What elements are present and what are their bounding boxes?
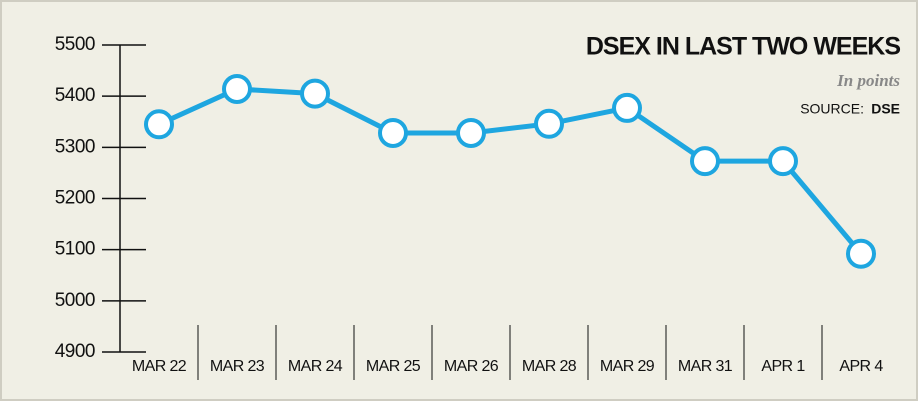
x-tick-label: APR 1	[761, 358, 805, 375]
point	[690, 146, 720, 177]
source: DSE	[871, 101, 900, 117]
y-tick-label: 5300	[55, 136, 95, 157]
y-tick-label: 5400	[55, 85, 95, 106]
chart-subtitle: In points	[836, 71, 900, 90]
x-tick-label: MAR 25	[366, 358, 421, 375]
source-label: SOURCE:	[800, 101, 864, 117]
y-tick-label: 5500	[55, 34, 95, 55]
x-tick-label: MAR 31	[678, 358, 733, 375]
point	[378, 118, 408, 149]
point	[222, 74, 252, 105]
point	[300, 78, 330, 109]
y-tick-label: 5100	[55, 239, 95, 260]
x-tick-label: MAR 22	[132, 358, 187, 375]
y-tick-label: 4900	[55, 341, 95, 362]
point	[612, 92, 642, 123]
x-tick-label: MAR 26	[444, 358, 499, 375]
x-tick-label: APR 4	[839, 358, 883, 375]
x-tick-label: MAR 28	[522, 358, 577, 375]
x-tick-label: MAR 29	[600, 358, 655, 375]
point	[846, 238, 876, 269]
chart-title: DSEX IN LAST TWO WEEKS	[586, 33, 900, 61]
x-tick-label: MAR 24	[288, 358, 343, 375]
point	[534, 108, 564, 139]
y-tick-label: 5000	[55, 290, 95, 311]
point	[456, 118, 486, 149]
point	[144, 109, 174, 140]
point	[768, 146, 798, 177]
line	[157, 86, 863, 256]
y-tick-label: 5200	[55, 188, 95, 209]
x-tick-label: MAR 23	[210, 358, 265, 375]
